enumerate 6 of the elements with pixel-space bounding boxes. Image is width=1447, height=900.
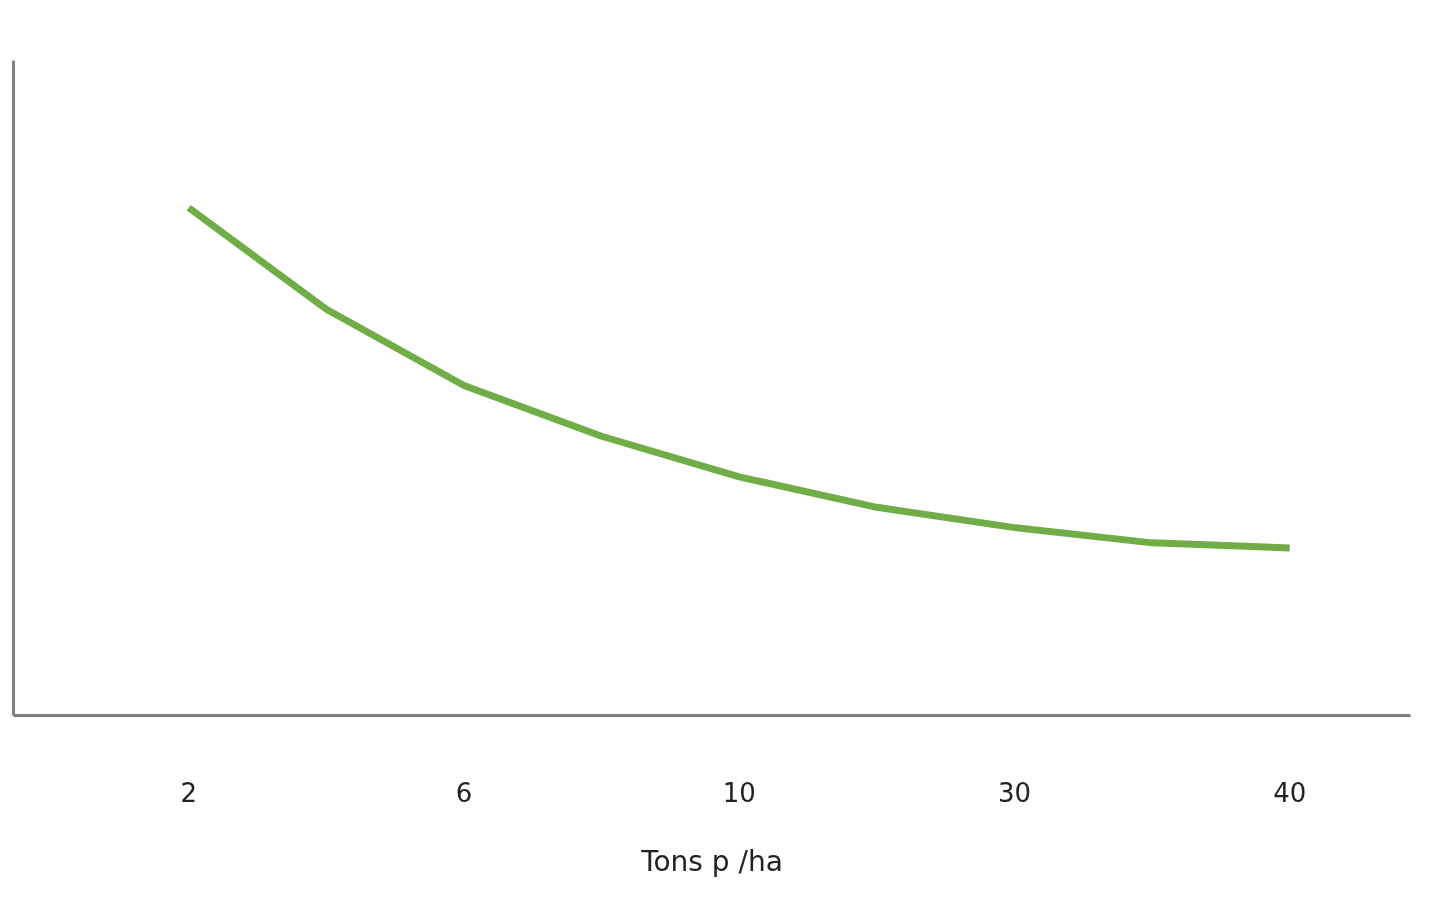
x-tick-label: 10 bbox=[722, 777, 756, 808]
x-axis-title: Tons p /ha bbox=[640, 844, 783, 878]
x-tick-label: 30 bbox=[997, 777, 1032, 808]
x-tick-label: 40 bbox=[1273, 777, 1307, 808]
x-tick-label: 6 bbox=[455, 777, 473, 808]
x-tick-label: 2 bbox=[180, 777, 198, 808]
